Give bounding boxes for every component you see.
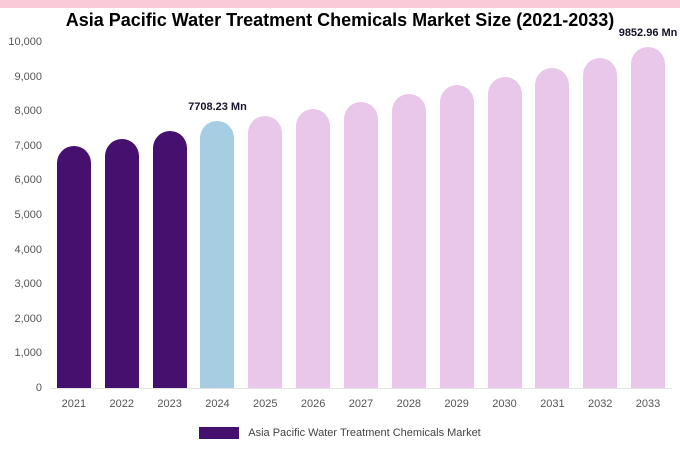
y-tick-10,000: 10,000 [8, 36, 42, 48]
y-tick-9,000: 9,000 [14, 70, 42, 83]
x-tick-2029: 2029 [444, 398, 469, 410]
bar-2022 [104, 138, 139, 388]
bar-2029 [439, 85, 474, 388]
bar-2021 [56, 145, 91, 388]
value-label-2033: 9852.96 Mn [618, 27, 678, 40]
x-tick-2032: 2032 [587, 398, 613, 410]
y-tick-7,000: 7,000 [14, 139, 42, 152]
x-tick-2025: 2025 [253, 398, 278, 410]
bar-column-2027 [337, 42, 385, 388]
y-tick-3,000: 3,000 [14, 278, 42, 291]
bar-column-2028 [385, 42, 433, 388]
x-tick-2026: 2026 [300, 398, 326, 410]
bars-area: 7708.23 Mn 9852.96 Mn [50, 27, 677, 389]
bar-2024 [200, 121, 235, 388]
x-tick-2023: 2023 [157, 398, 182, 410]
bar-column-2030 [481, 42, 529, 388]
bar-2026 [296, 108, 331, 388]
y-tick-6,000: 6,000 [14, 174, 42, 187]
bar-column-2031 [528, 42, 576, 388]
legend-swatch [199, 427, 240, 439]
bar-2030 [487, 76, 522, 388]
bar-2032 [583, 57, 618, 388]
x-tick-2027: 2027 [348, 398, 374, 410]
bar-2027 [343, 101, 378, 388]
x-tick-2030: 2030 [492, 398, 517, 410]
y-tick-0: 0 [35, 382, 42, 394]
bar-column-2025 [241, 42, 289, 388]
value-label-2024: 7708.23 Mn [188, 101, 247, 114]
chart-title: Asia Pacific Water Treatment Chemicals M… [65, 10, 615, 30]
bar-column-2021 [50, 42, 98, 388]
bar-column-2024: 7708.23 Mn [188, 42, 247, 388]
bar-column-2026 [289, 42, 337, 388]
bar-column-2029 [433, 42, 481, 388]
y-tick-1,000: 1,000 [14, 347, 42, 360]
bar-2031 [535, 68, 570, 388]
x-tick-2022: 2022 [109, 398, 134, 410]
x-tick-2028: 2028 [396, 398, 422, 410]
bar-2033 [631, 47, 666, 388]
x-tick-2033: 2033 [635, 398, 661, 410]
legend: Asia Pacific Water Treatment Chemicals M… [0, 425, 680, 441]
bar-column-2033: 9852.96 Mn [619, 27, 677, 388]
legend-label: Asia Pacific Water Treatment Chemicals M… [248, 427, 481, 439]
x-axis-labels: 2021 2022 2023 2024 2025 2026 2027 2028 2029 2030… [50, 398, 672, 410]
top-strip [0, 0, 680, 8]
bar-2028 [391, 93, 426, 388]
bar-column-2032 [576, 42, 624, 388]
x-tick-2021: 2021 [61, 398, 87, 410]
y-tick-8,000: 8,000 [14, 105, 42, 118]
bar-column-2023 [146, 42, 194, 388]
x-tick-2024: 2024 [205, 398, 230, 410]
y-tick-4,000: 4,000 [14, 243, 42, 256]
bar-2025 [248, 116, 283, 388]
bar-column-2022 [98, 42, 146, 388]
y-tick-5,000: 5,000 [14, 209, 42, 221]
bar-2023 [152, 131, 187, 388]
y-tick-2,000: 2,000 [14, 312, 42, 325]
x-tick-2031: 2031 [540, 398, 565, 410]
